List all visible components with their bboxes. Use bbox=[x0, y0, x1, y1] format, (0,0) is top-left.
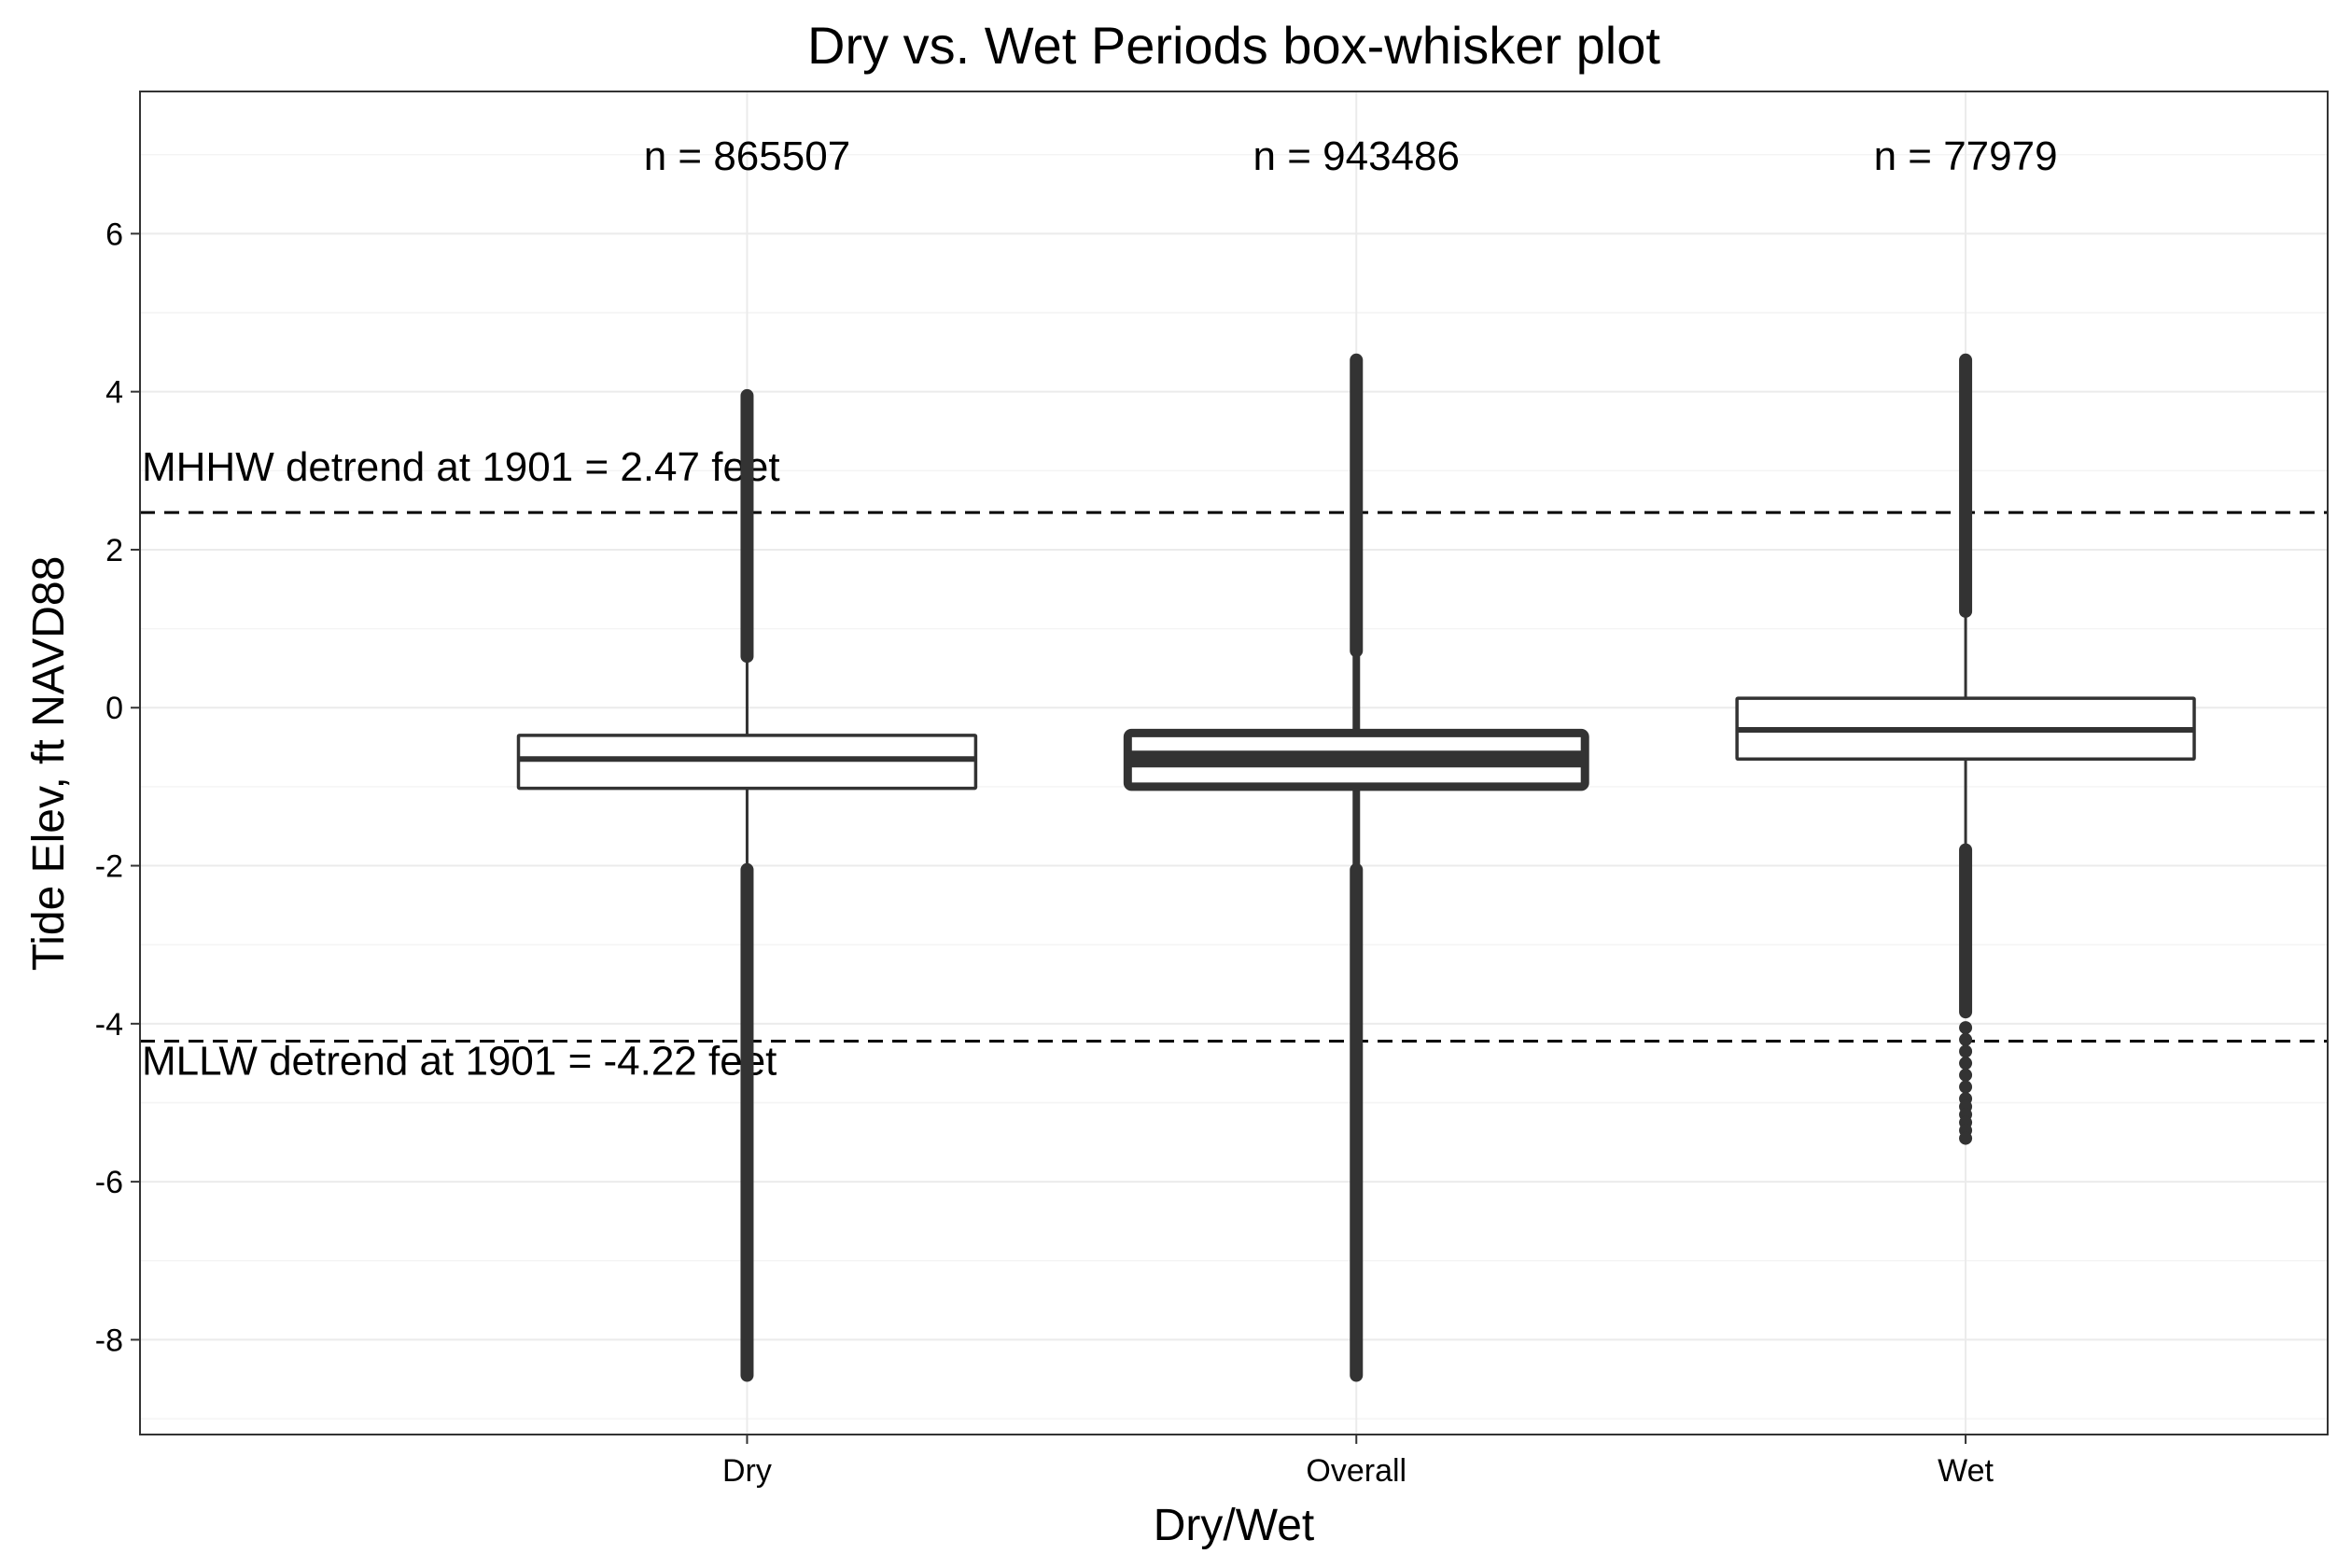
outlier-point bbox=[1959, 1068, 1973, 1082]
y-tick-label: -2 bbox=[95, 849, 123, 885]
x-tick-label-wet: Wet bbox=[1938, 1453, 1994, 1489]
count-label: n = 943486 bbox=[1253, 133, 1460, 179]
boxes: n = 865507 n = 943486 n = 77979 bbox=[516, 133, 2196, 1382]
reference-label-mllw: MLLW detrend at 1901 = -4.22 feet bbox=[142, 1038, 777, 1084]
outlier-points bbox=[740, 388, 754, 664]
y-axis-title: Tide Elev, ft NAVD88 bbox=[24, 556, 74, 972]
outlier-point bbox=[1959, 1021, 1973, 1035]
outlier-points bbox=[1350, 862, 1364, 1382]
outlier-point bbox=[1959, 1044, 1973, 1058]
outlier-point bbox=[1959, 1057, 1973, 1071]
x-tick-label-dry: Dry bbox=[722, 1453, 772, 1489]
panel-border bbox=[139, 91, 2329, 1435]
count-label: n = 865507 bbox=[644, 133, 850, 179]
reference-label-mhhw: MHHW detrend at 1901 = 2.47 feet bbox=[142, 444, 780, 490]
count-label: n = 77979 bbox=[1874, 133, 2058, 179]
y-tick-label: 2 bbox=[105, 533, 123, 568]
box-group-dry: n = 865507 bbox=[516, 133, 978, 1382]
reference-lines: MHHW detrend at 1901 = 2.47 feet MLLW det… bbox=[140, 444, 2328, 1084]
y-tick-label: 6 bbox=[105, 217, 123, 252]
y-tick-label: 0 bbox=[105, 691, 123, 726]
y-tick-label: 4 bbox=[105, 375, 123, 411]
box-group-overall: n = 943486 bbox=[1123, 133, 1589, 1382]
x-axis-ticks: Dry Overall Wet bbox=[722, 1435, 1994, 1489]
y-tick-label: -8 bbox=[95, 1323, 123, 1358]
y-tick-label: -4 bbox=[95, 1007, 123, 1043]
outlier-point bbox=[1959, 1131, 1973, 1145]
outlier-points bbox=[740, 862, 754, 1382]
outlier-points bbox=[1350, 353, 1364, 658]
y-axis-ticks: -8 -6 -4 -2 0 2 4 6 bbox=[95, 217, 140, 1358]
box-group-wet: n = 77979 bbox=[1735, 133, 2196, 1145]
x-axis-title: Dry/Wet bbox=[1154, 1501, 1314, 1550]
outlier-point bbox=[1959, 1080, 1973, 1094]
chart-title: Dry vs. Wet Periods box-whisker plot bbox=[807, 16, 1660, 75]
x-tick-label-overall: Overall bbox=[1306, 1453, 1406, 1489]
outlier-points bbox=[1959, 843, 1973, 1019]
outlier-points bbox=[1959, 353, 1973, 618]
y-tick-label: -6 bbox=[95, 1165, 123, 1200]
outlier-point bbox=[1959, 1032, 1973, 1046]
